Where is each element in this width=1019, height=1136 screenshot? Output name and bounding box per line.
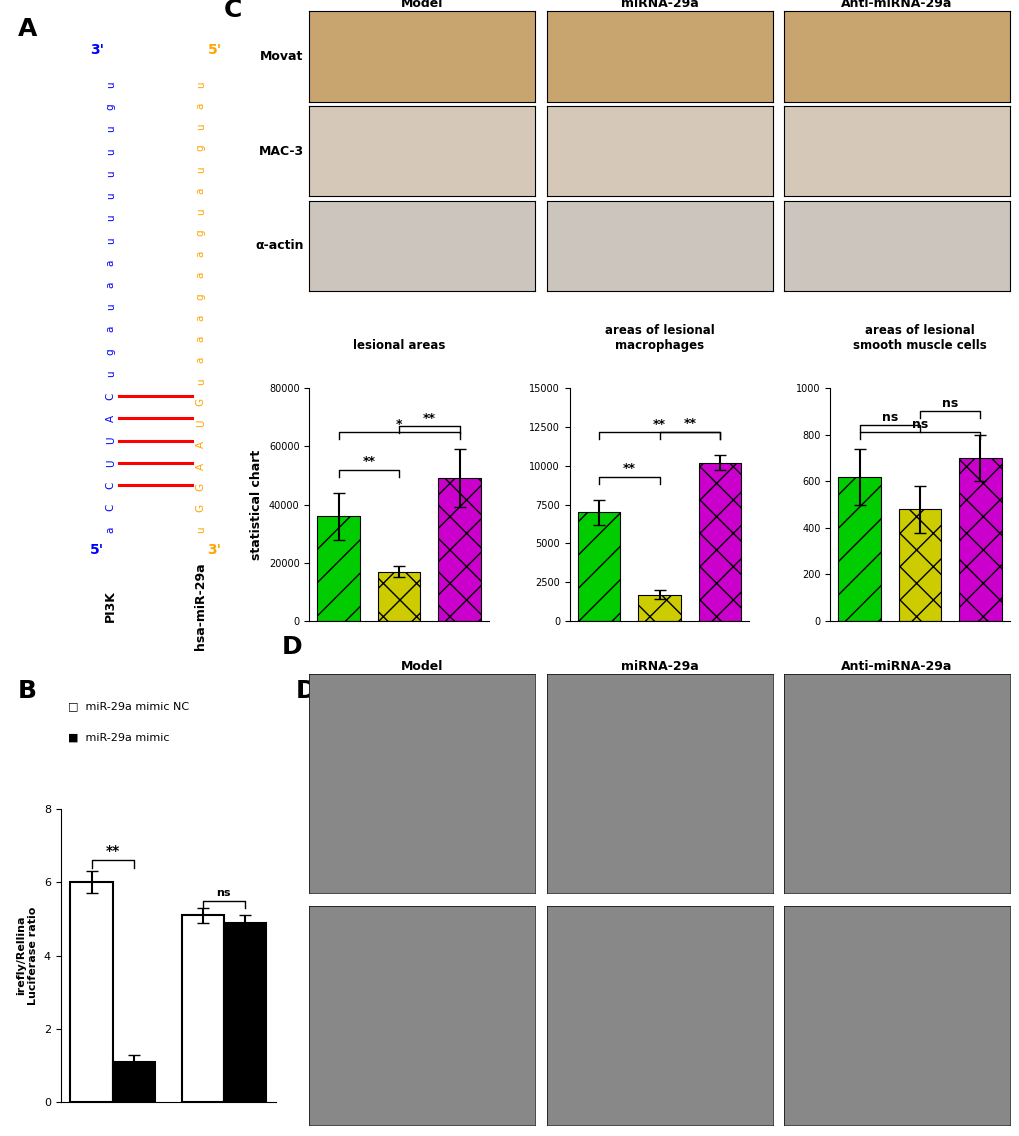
Text: B: B [18,678,37,702]
Text: **: ** [362,456,375,468]
Y-axis label: MAC-3: MAC-3 [259,144,304,158]
Text: **: ** [652,418,665,432]
Text: u: u [196,81,206,87]
Text: u: u [106,303,115,310]
Text: C: C [106,482,115,488]
Text: u: u [106,237,115,243]
Title: Anti-miRNA-29a: Anti-miRNA-29a [841,0,952,10]
Text: 5': 5' [90,543,104,557]
Text: u: u [196,166,206,173]
Bar [698,462,741,621]
Text: a: a [196,251,206,257]
Text: a: a [196,315,206,320]
Text: U: U [196,420,206,427]
Bar [898,509,941,621]
Bar [317,516,360,621]
Text: C: C [223,0,242,22]
Text: C: C [106,392,115,400]
Title: Model: Model [400,0,443,10]
Text: g: g [106,103,115,110]
Text: u: u [196,124,206,131]
Text: 3': 3' [90,43,104,57]
Bar [378,571,420,621]
Title: Model: Model [400,660,443,673]
Text: G: G [196,399,206,407]
Text: u: u [106,81,115,87]
Bar [638,594,680,621]
Text: A: A [18,17,38,41]
Text: u: u [106,126,115,132]
Text: ns: ns [911,418,927,432]
Title: areas of lesional
macrophages: areas of lesional macrophages [604,324,713,352]
Y-axis label: Movat: Movat [260,50,304,62]
Text: G: G [196,483,206,491]
Text: ns: ns [880,411,897,424]
Title: lesional areas: lesional areas [353,340,445,352]
Text: ■  miR-29a mimic: ■ miR-29a mimic [68,733,169,743]
Y-axis label: statistical chart: statistical chart [250,450,263,560]
Bar [838,477,879,621]
Text: g: g [196,293,206,300]
Text: u: u [106,192,115,199]
Text: a: a [196,335,206,342]
Text: 5': 5' [207,43,221,57]
Text: a: a [196,272,206,278]
Text: a: a [106,526,115,533]
Y-axis label: α-actin: α-actin [255,240,304,252]
Text: hsa-miR-29a: hsa-miR-29a [194,562,207,650]
Title: miRNA-29a: miRNA-29a [621,660,698,673]
Text: **: ** [683,417,696,431]
Text: u: u [196,526,206,533]
Text: u: u [106,215,115,222]
Text: A: A [196,462,206,469]
Text: C: C [106,503,115,511]
Text: □  miR-29a mimic NC: □ miR-29a mimic NC [68,701,190,711]
Text: PI3K: PI3K [104,590,117,621]
Text: A: A [106,415,115,421]
Text: g: g [196,229,206,236]
Text: D: D [294,678,316,702]
Text: D: D [282,635,303,659]
Text: U: U [106,459,115,467]
Bar [958,458,1001,621]
Text: 3': 3' [207,543,221,557]
Bar [438,478,480,621]
Text: u: u [196,378,206,384]
Bar [578,512,620,621]
Text: *: * [395,418,401,432]
Title: Anti-miRNA-29a: Anti-miRNA-29a [841,660,952,673]
Text: G: G [196,504,206,512]
Text: a: a [196,102,206,109]
Text: u: u [106,370,115,377]
Title: miRNA-29a: miRNA-29a [621,0,698,10]
Text: g: g [196,144,206,151]
Text: a: a [106,282,115,289]
Text: U: U [106,437,115,444]
Text: a: a [106,259,115,266]
Text: ns: ns [942,398,958,410]
Text: a: a [196,357,206,364]
Text: a: a [106,326,115,333]
Text: u: u [196,208,206,215]
Text: a: a [196,187,206,193]
Text: u: u [106,170,115,177]
Text: g: g [106,349,115,354]
Text: u: u [106,148,115,154]
Title: areas of lesional
smooth muscle cells: areas of lesional smooth muscle cells [852,324,986,352]
Text: A: A [196,441,206,449]
Text: **: ** [423,412,435,425]
Text: **: ** [623,462,635,476]
